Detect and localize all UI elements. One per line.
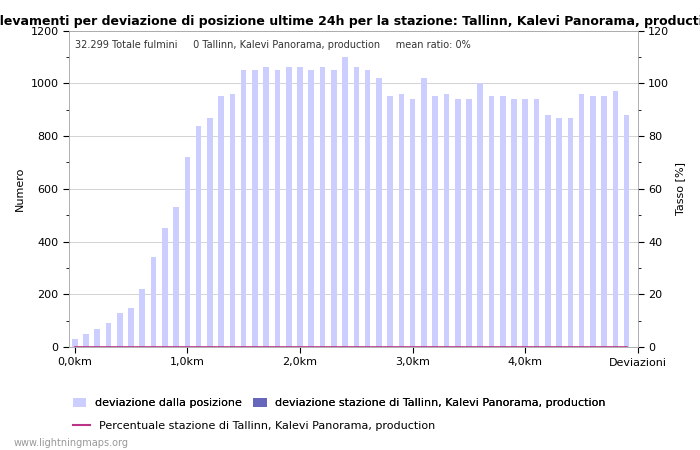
Bar (421, 78, 427, 347)
Bar (139, 289, 145, 347)
Bar (433, 96, 438, 347)
Bar (387, 96, 393, 347)
Bar (72, 339, 78, 347)
Bar (365, 70, 370, 347)
Y-axis label: Tasso [%]: Tasso [%] (675, 162, 685, 215)
Bar (522, 99, 528, 347)
Bar (444, 94, 449, 347)
Legend: deviazione dalla posizione, deviazione stazione di Tallinn, Kalevi Panorama, pro: deviazione dalla posizione, deviazione s… (69, 394, 610, 413)
Bar (196, 126, 202, 347)
Bar (241, 70, 246, 347)
Bar (545, 115, 551, 347)
Bar (601, 96, 607, 347)
Text: 32.299 Totale fulmini     0 Tallinn, Kalevi Panorama, production     mean ratio:: 32.299 Totale fulmini 0 Tallinn, Kalevi … (75, 40, 470, 50)
Bar (489, 96, 494, 347)
Bar (466, 99, 472, 347)
Bar (174, 207, 179, 347)
Bar (320, 68, 326, 347)
Bar (230, 94, 235, 347)
Bar (590, 96, 596, 347)
Bar (128, 307, 134, 347)
Bar (398, 94, 404, 347)
Bar (150, 257, 156, 347)
Bar (376, 78, 382, 347)
Bar (624, 115, 629, 347)
Bar (579, 94, 584, 347)
Bar (185, 157, 190, 347)
Legend: Percentuale stazione di Tallinn, Kalevi Panorama, production: Percentuale stazione di Tallinn, Kalevi … (69, 417, 440, 436)
Bar (410, 99, 415, 347)
Bar (612, 91, 618, 347)
Bar (331, 70, 337, 347)
Bar (533, 99, 539, 347)
Title: Rilevamenti per deviazione di posizione ultime 24h per la stazione: Tallinn, Kal: Rilevamenti per deviazione di posizione … (0, 15, 700, 28)
Bar (117, 313, 122, 347)
Bar (106, 324, 111, 347)
Text: www.lightningmaps.org: www.lightningmaps.org (14, 438, 129, 448)
Bar (455, 99, 461, 347)
Bar (263, 68, 269, 347)
Bar (252, 70, 258, 347)
Bar (556, 117, 562, 347)
Bar (218, 96, 224, 347)
Bar (286, 68, 292, 347)
Bar (298, 68, 303, 347)
Bar (500, 96, 505, 347)
Bar (568, 117, 573, 347)
Bar (274, 70, 280, 347)
Bar (477, 83, 483, 347)
Bar (162, 229, 168, 347)
Bar (342, 57, 348, 347)
Bar (83, 334, 89, 347)
Bar (207, 117, 213, 347)
Bar (94, 328, 100, 347)
Y-axis label: Numero: Numero (15, 166, 25, 211)
Bar (309, 70, 314, 347)
Bar (354, 68, 359, 347)
Bar (511, 99, 517, 347)
